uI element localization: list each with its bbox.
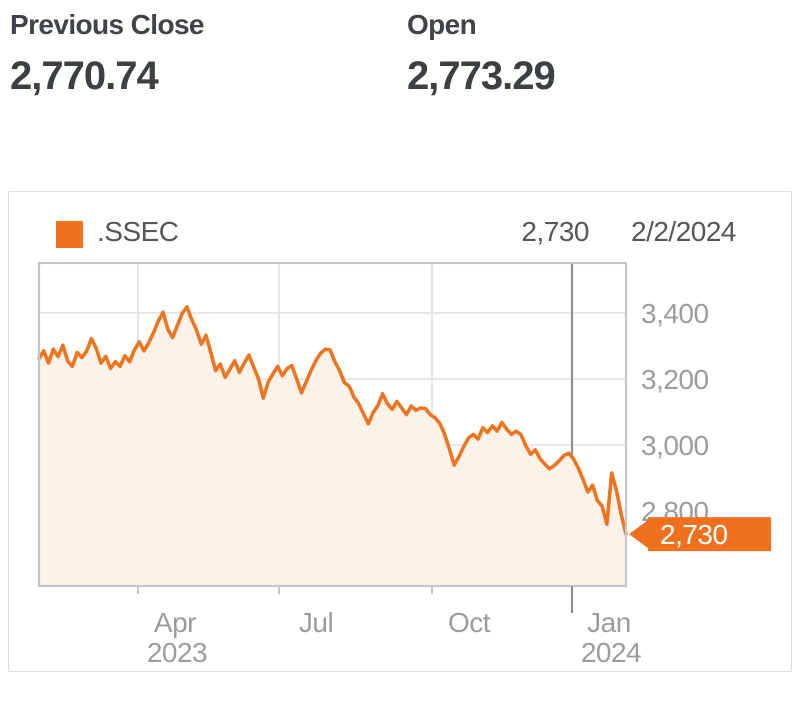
x-tick-year-label: 2023 <box>147 637 207 668</box>
last-price-callout-label: 2,730 <box>660 519 728 550</box>
previous-close-value: 2,770.74 <box>10 54 159 98</box>
readout-date: 2/2/2024 <box>631 216 737 247</box>
plot-border <box>37 261 628 588</box>
x-tick-label: Jul <box>299 607 333 638</box>
open-value: 2,773.29 <box>407 54 556 98</box>
x-tick-label: Jan <box>587 607 631 638</box>
open-label: Open <box>407 9 477 40</box>
y-tick-label: 3,000 <box>641 430 709 461</box>
stat-previous-close: Previous Close 2,770.74 <box>10 8 205 98</box>
readout-value: 2,730 <box>521 216 589 247</box>
x-tick-label: Oct <box>448 607 491 638</box>
legend-swatch-icon <box>56 221 83 248</box>
series-line <box>37 305 628 536</box>
area-fill <box>39 306 626 586</box>
last-price-callout-arrow <box>629 520 648 549</box>
previous-close-label: Previous Close <box>10 9 205 40</box>
x-tick-year-label: 2024 <box>581 637 641 668</box>
x-tick-label: Apr <box>154 607 196 638</box>
y-tick-label: 3,400 <box>641 298 709 329</box>
chart-card: .SSEC 2,730 2/2/2024 Apr 2023 Jul Oct Jan 202… <box>8 191 792 672</box>
legend-symbol: .SSEC <box>97 216 179 247</box>
last-price-callout <box>648 517 771 552</box>
stat-open: Open 2,773.29 <box>407 8 556 98</box>
y-tick-label: 3,200 <box>641 364 709 395</box>
